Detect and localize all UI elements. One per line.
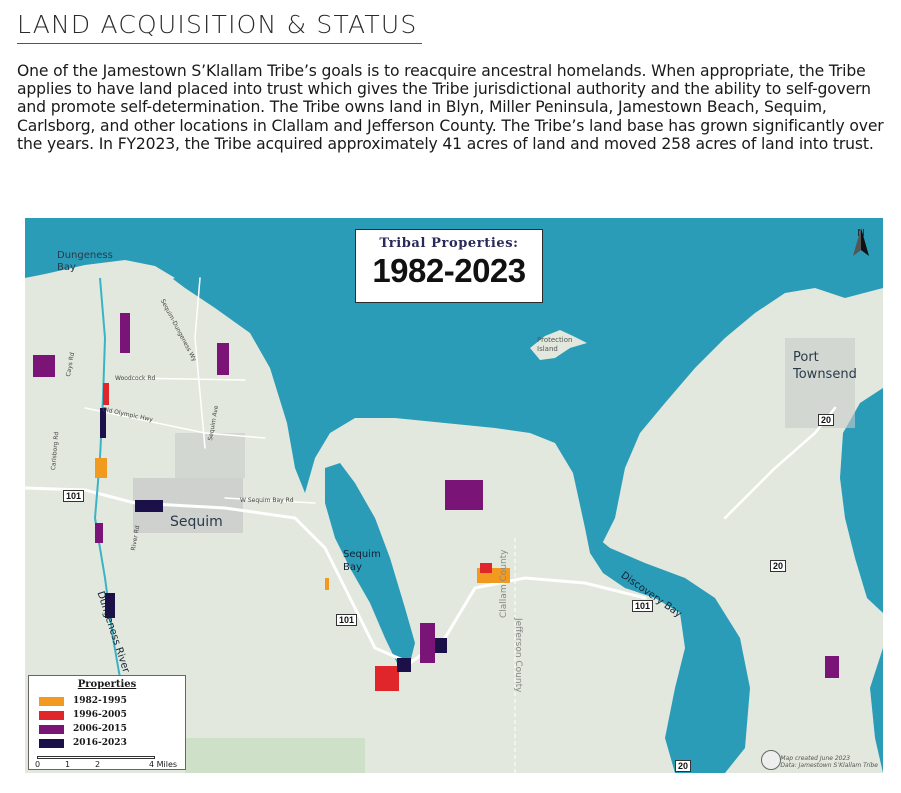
shield-101: 101 <box>63 490 85 502</box>
shield-20: 20 <box>818 414 835 426</box>
sequim-urban-north <box>175 433 245 478</box>
scale-label: 1 <box>65 760 71 769</box>
shield-101: 101 <box>336 614 358 626</box>
discovery-bay-water <box>585 528 750 773</box>
label-sequim: Sequim <box>170 514 223 530</box>
scale-label: 0 <box>35 760 41 769</box>
legend-swatch <box>39 711 64 720</box>
scale-label: 2 <box>95 760 101 769</box>
port-townsend-water <box>840 388 883 613</box>
properties-legend: Properties 1982-1995 1996-2005 2006-2015… <box>28 675 186 770</box>
label-jefferson-county: Jefferson County <box>513 618 523 693</box>
park-area <box>185 738 365 773</box>
scale-bar-line <box>37 756 155 759</box>
credit-line-1: Map created June 2023 <box>780 755 851 762</box>
tribal-property-parcels <box>33 313 839 691</box>
dungeness-spit <box>25 260 175 284</box>
tribal-properties-map: Dungeness Bay Port Townsend Protection I… <box>25 218 883 773</box>
protection-island <box>530 330 587 360</box>
label-woodcock-rd: Woodcock Rd <box>115 375 156 382</box>
label-protection-island: Protection Island <box>537 336 573 353</box>
legend-label: 2016-2023 <box>73 738 127 748</box>
tribe-seal-icon <box>761 750 781 770</box>
label-clallam-county: Clallam County <box>499 549 509 619</box>
legend-title: Properties <box>77 679 137 690</box>
scale-label: 4 Miles <box>149 760 178 769</box>
legend-label: 1982-1995 <box>73 696 127 706</box>
legend-label: 1996-2005 <box>73 710 127 720</box>
east-water-south <box>870 648 883 773</box>
shield-101: 101 <box>632 600 654 612</box>
north-arrow-icon: N <box>849 228 873 272</box>
page-heading: LAND ACQUISITION & STATUS <box>17 10 418 39</box>
shield-20: 20 <box>770 560 787 572</box>
intro-paragraph: One of the Jamestown S’Klallam Tribe’s g… <box>17 62 884 153</box>
legend-label: 2006-2015 <box>73 724 127 734</box>
dungeness-river <box>93 277 121 679</box>
label-w-sequim-bay-rd: W Sequim Bay Rd <box>240 497 294 504</box>
scale-bar: 0 1 2 4 Miles <box>35 756 177 769</box>
shield-20: 20 <box>675 760 692 772</box>
label-sequim-bay: Sequim Bay <box>343 549 381 573</box>
map-title-box: Tribal Properties: 1982-2023 <box>355 229 543 303</box>
north-arrow-shape <box>853 228 869 256</box>
strait-water <box>25 218 883 548</box>
legend-swatch <box>39 697 64 706</box>
heading-rule <box>17 43 422 44</box>
credit-line-2: Data: Jamestown S’Klallam Tribe <box>780 762 878 769</box>
map-title-years: 1982-2023 <box>372 252 526 289</box>
label-dungeness-bay: Dungeness Bay <box>57 250 113 273</box>
legend-swatch <box>39 725 64 734</box>
port-townsend-urban <box>785 338 855 428</box>
map-title-top: Tribal Properties: <box>379 236 519 251</box>
map-credit: Map created June 2023 Data: Jamestown S’… <box>780 755 878 769</box>
legend-swatch <box>39 739 64 748</box>
sequim-bay-water <box>325 463 415 663</box>
label-port-townsend: Port Townsend <box>793 350 857 382</box>
